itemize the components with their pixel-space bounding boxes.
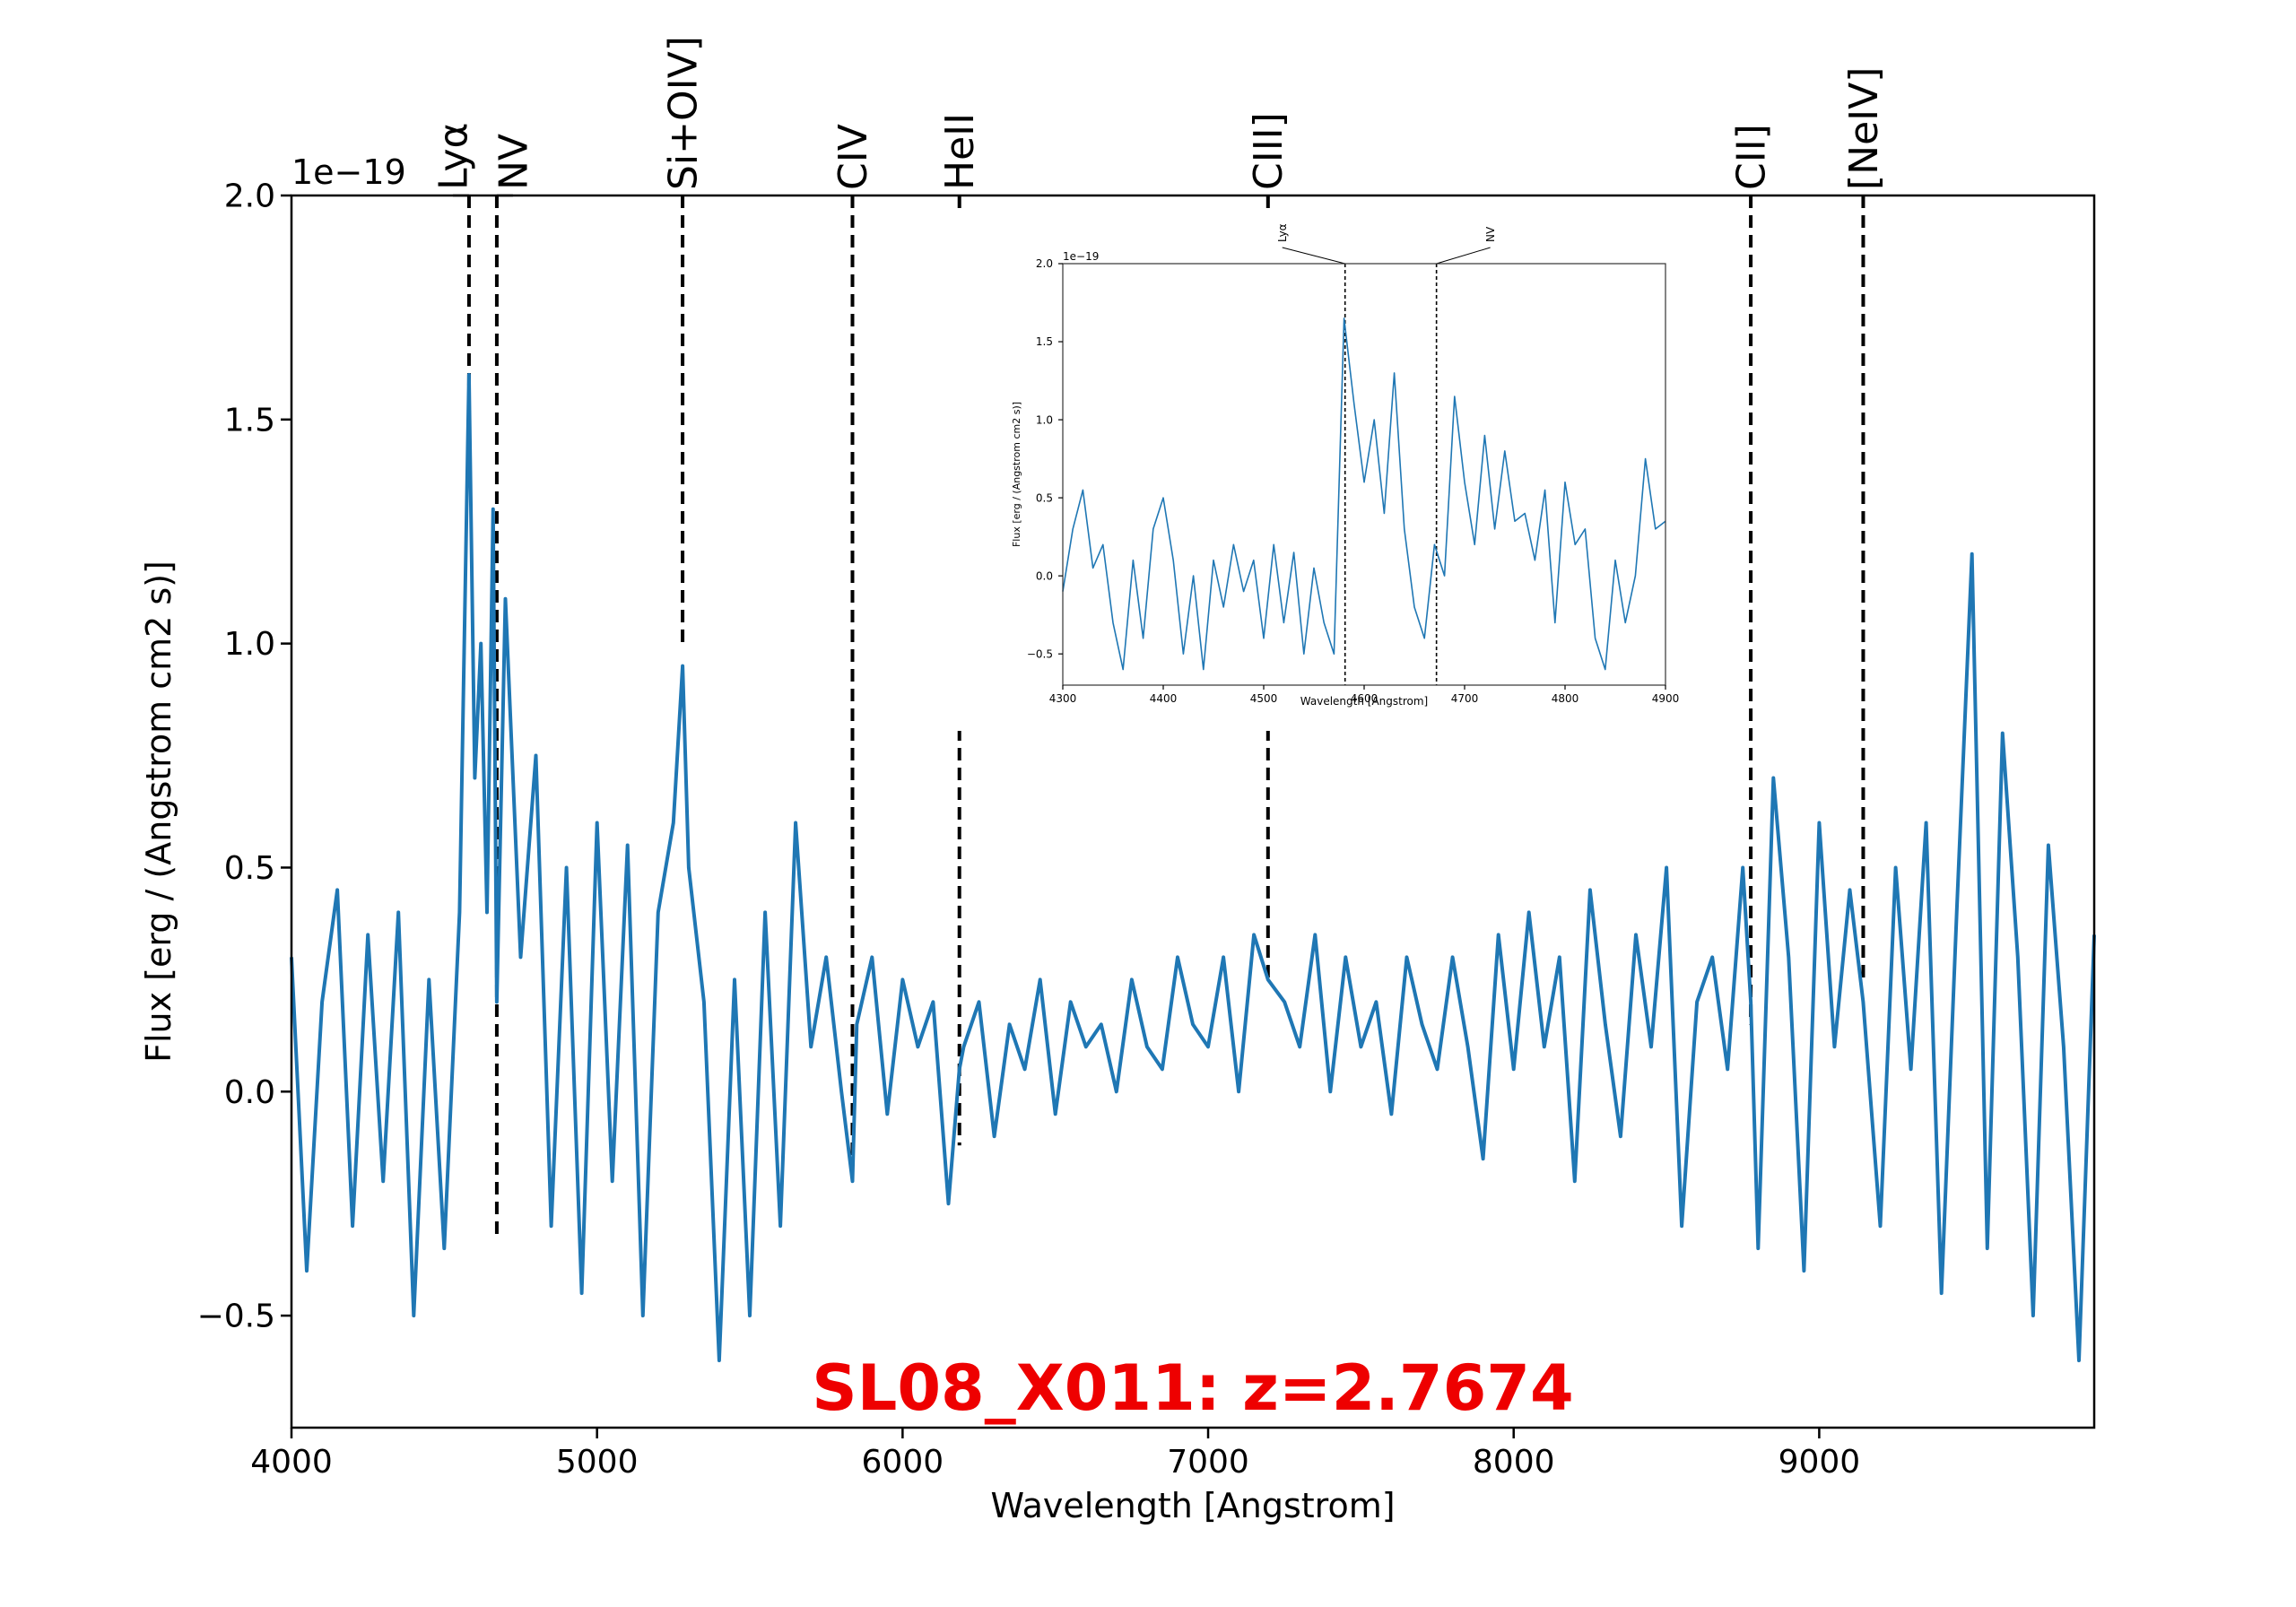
main-emission-line-label: NV xyxy=(491,134,536,190)
inset-emission-line-leader xyxy=(1282,247,1345,265)
main-plot-frame xyxy=(290,194,2096,1429)
inset-emission-lines: Lyα NV xyxy=(1276,223,1497,685)
inset-y-offset-label: 1e−19 xyxy=(1063,250,1099,263)
main-y-tick-label: 1.0 xyxy=(224,626,275,663)
main-emission-line-label: CIII] xyxy=(1246,112,1292,190)
inset-y-tick-label: 0.0 xyxy=(1036,569,1053,582)
inset-x-axis: 4300 4400 4500 4600 4700 4800 4900 xyxy=(1049,685,1680,705)
inset-y-axis-label: Flux [erg / (Angstrom cm2 s)] xyxy=(1011,402,1022,547)
inset-emission-line-leader xyxy=(1436,247,1491,265)
inset-x-tick-label: 4500 xyxy=(1250,692,1278,705)
main-y-tick-label: −0.5 xyxy=(197,1299,275,1335)
inset-emission-line-label: NV xyxy=(1484,226,1497,242)
inset-x-tick-label: 4400 xyxy=(1150,692,1178,705)
main-emission-line-label: Si+OIV] xyxy=(660,36,706,190)
main-x-tick-label: 9000 xyxy=(1779,1444,1861,1481)
inset-background xyxy=(933,215,1682,731)
inset-x-tick-label: 4300 xyxy=(1049,692,1077,705)
main-x-axis-label: Wavelength [Angstrom] xyxy=(990,1486,1395,1525)
main-spectrum-series xyxy=(290,372,2096,1363)
main-x-tick-label: 5000 xyxy=(556,1444,639,1481)
inset-x-tick-label: 4800 xyxy=(1552,692,1579,705)
main-chart: Lyα NV Si+OIV] CIV HeII CIII] CII] [NeIV] 4000 5… xyxy=(139,36,2096,1525)
inset-x-axis-label: Wavelength [Angstrom] xyxy=(1300,695,1428,708)
inset-spectrum-line xyxy=(1062,317,1666,671)
main-emission-line-label: CII] xyxy=(1728,124,1774,190)
main-y-offset-label: 1e−19 xyxy=(291,152,406,192)
object-redshift-annotation: SL08_X011: z=2.7674 xyxy=(812,1351,1573,1425)
main-y-axis: −0.5 0.0 0.5 1.0 1.5 2.0 xyxy=(197,178,291,1335)
main-x-tick-label: 6000 xyxy=(862,1444,944,1481)
main-y-axis-label: Flux [erg / (Angstrom cm2 s)] xyxy=(139,560,178,1063)
main-x-tick-label: 4000 xyxy=(250,1444,333,1481)
main-emission-line-label: CIV xyxy=(831,124,876,190)
inset-y-tick-label: 2.0 xyxy=(1036,257,1053,270)
main-y-tick-label: 0.0 xyxy=(224,1074,275,1111)
main-spectrum-line xyxy=(290,372,2096,1363)
inset-y-tick-label: 1.0 xyxy=(1036,413,1053,426)
inset-y-tick-label: −0.5 xyxy=(1027,647,1053,660)
main-emission-line-label: Lyα xyxy=(430,122,476,190)
inset-emission-line-label: Lyα xyxy=(1276,223,1289,242)
inset-chart: Lyα NV 4300 4400 4500 4600 4700 4800 4900 −0.5 0… xyxy=(933,215,1682,731)
inset-x-tick-label: 4700 xyxy=(1451,692,1479,705)
main-y-tick-label: 1.5 xyxy=(224,402,275,439)
main-y-tick-label: 2.0 xyxy=(224,178,275,215)
main-emission-line-label: HeII xyxy=(937,113,983,190)
main-y-tick-label: 0.5 xyxy=(224,850,275,887)
inset-y-tick-label: 1.5 xyxy=(1036,335,1053,348)
inset-x-tick-label: 4600 xyxy=(1351,692,1378,705)
main-x-tick-label: 7000 xyxy=(1167,1444,1249,1481)
inset-y-axis: −0.5 0.0 0.5 1.0 1.5 2.0 xyxy=(1027,257,1063,660)
inset-y-tick-label: 0.5 xyxy=(1036,491,1053,504)
main-x-tick-label: 8000 xyxy=(1473,1444,1555,1481)
main-emission-line-label: [NeIV] xyxy=(1841,67,1887,190)
main-x-axis: 4000 5000 6000 7000 8000 9000 xyxy=(250,1428,1860,1481)
inset-x-tick-label: 4900 xyxy=(1652,692,1680,705)
inset-spectrum-series xyxy=(1062,317,1666,671)
